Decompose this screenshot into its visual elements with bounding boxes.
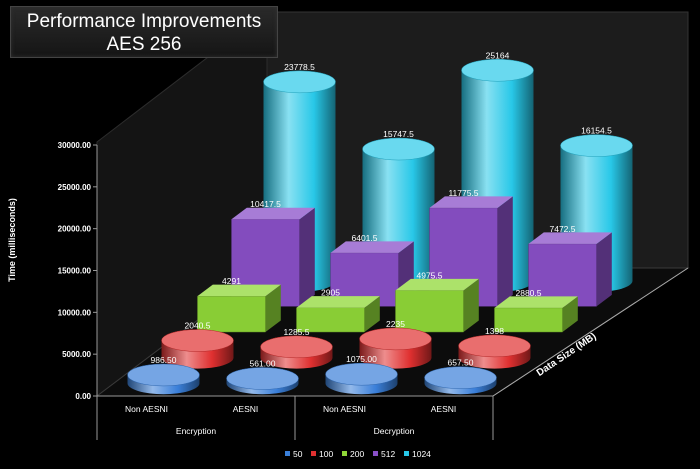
data-label-1024-2: 25164: [486, 50, 510, 60]
legend-swatch-50: [285, 451, 290, 456]
data-label-50-2: 1075.00: [346, 354, 377, 364]
data-label-100-2: 2235: [386, 319, 405, 329]
legend-swatch-512: [373, 451, 378, 456]
data-label-200-1: 2905: [321, 288, 340, 298]
bar-200-3: [494, 296, 578, 333]
data-label-50-1: 561.00: [250, 359, 276, 369]
x-tick-label: Non AESNI: [323, 404, 366, 414]
y-axis-label: Time (milliseconds): [7, 198, 17, 282]
legend-swatch-200: [342, 451, 347, 456]
y-tick-label: 30000.00: [58, 141, 92, 150]
x-tick-label: Non AESNI: [125, 404, 168, 414]
bar-512-3: [528, 232, 612, 307]
chart-title: Performance Improvements: [26, 11, 262, 32]
legend-swatch-1024: [404, 451, 409, 456]
data-label-1024-1: 15747.5: [383, 129, 414, 139]
chart-title-box: Performance Improvements AES 256: [10, 6, 278, 58]
legend-label-200: 200: [350, 449, 364, 459]
bar-200-2: [395, 278, 479, 333]
data-label-512-3: 7472.5: [550, 224, 576, 234]
data-label-100-3: 1398: [485, 326, 504, 336]
data-label-100-0: 2040.5: [185, 321, 211, 331]
data-label-200-3: 2880.5: [516, 288, 542, 298]
y-tick-label: 0.00: [75, 392, 91, 401]
data-label-512-2: 11775.5: [448, 188, 478, 198]
bar-100-1: [260, 335, 333, 369]
y-axis: 0.00 5000.00 10000.00 15000.00 20000.00 25000…: [58, 141, 98, 401]
y-tick-label: 25000.00: [58, 183, 92, 192]
bar-100-3: [458, 334, 531, 369]
bar-200-1: [296, 296, 380, 333]
bar-50-0: [127, 363, 200, 395]
data-label-1024-3: 16154.5: [581, 126, 612, 136]
legend-swatch-100: [311, 451, 316, 456]
floor-edge: [492, 267, 689, 397]
data-label-50-0: 986.50: [151, 355, 177, 365]
chart-bars: [127, 59, 633, 395]
y-tick-label: 20000.00: [58, 225, 92, 234]
legend: 50 100 200 512 1024: [285, 449, 431, 459]
x-group-label: Encryption: [176, 426, 216, 436]
y-tick-label: 15000.00: [58, 267, 92, 276]
chart-subtitle: AES 256: [106, 34, 182, 55]
x-group-label: Decryption: [374, 426, 415, 436]
bar-200-0: [197, 284, 281, 333]
bar-50-1: [226, 367, 299, 395]
bar-50-3: [424, 366, 497, 395]
data-label-200-0: 4291: [222, 276, 241, 286]
data-labels: 23778.5 15747.5 25164 16154.5 10417.5 6401.5 1…: [151, 50, 613, 368]
legend-label-512: 512: [381, 449, 395, 459]
bar-100-0: [161, 329, 234, 369]
data-label-100-1: 1285.5: [284, 327, 310, 337]
x-tick-label: AESNI: [233, 404, 259, 414]
legend-label-1024: 1024: [412, 449, 431, 459]
bar-100-2: [359, 327, 432, 369]
bar-50-2: [325, 362, 398, 395]
x-tick-label: AESNI: [431, 404, 457, 414]
y-tick-label: 5000.00: [62, 350, 91, 359]
data-label-50-3: 657.50: [448, 358, 474, 368]
legend-label-100: 100: [319, 449, 333, 459]
data-label-1024-0: 23778.5: [284, 62, 315, 72]
data-label-512-1: 6401.5: [352, 233, 378, 243]
data-label-512-0: 10417.5: [250, 199, 281, 209]
y-tick-label: 10000.00: [58, 308, 92, 317]
x-axis: Non AESNI AESNI Non AESNI AESNI Encryption De…: [96, 395, 494, 440]
legend-label-50: 50: [293, 449, 303, 459]
data-label-200-2: 4975.5: [417, 270, 443, 280]
